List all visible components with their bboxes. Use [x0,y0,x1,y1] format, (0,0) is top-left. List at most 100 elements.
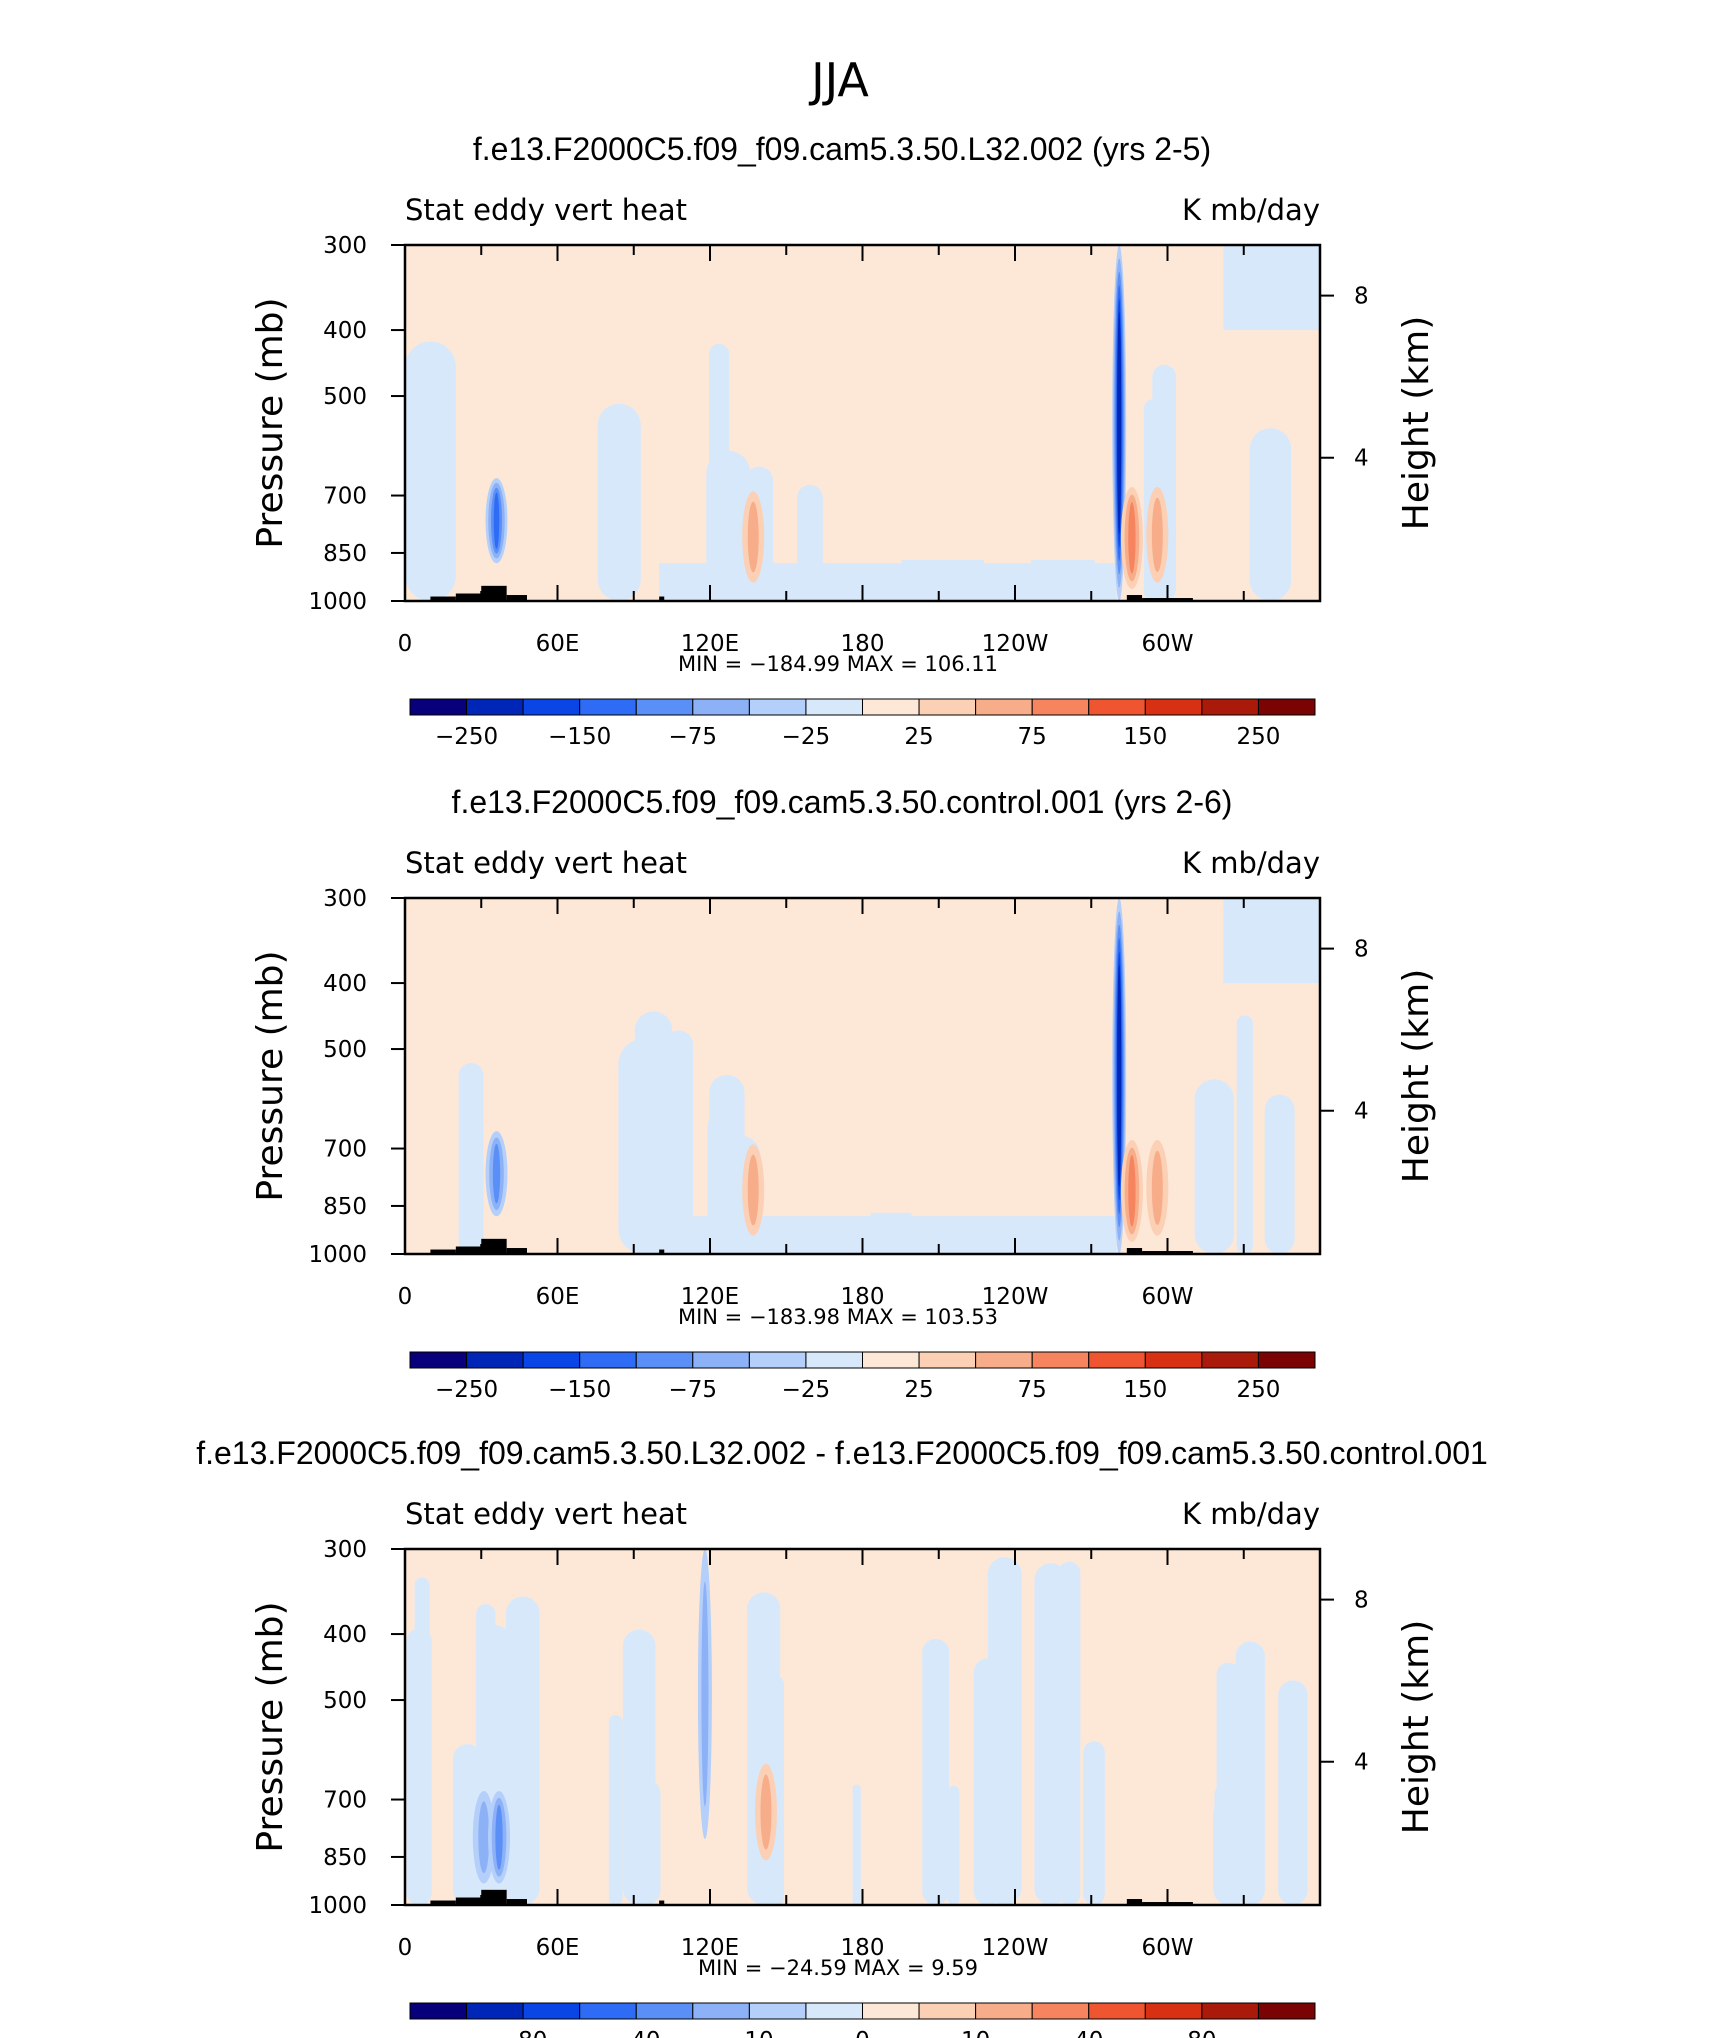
stat-max: 106.11 [925,652,998,676]
colorbar-swatch [918,2002,977,2020]
y-axis-label: Pressure (mb) [250,950,291,1201]
colorbar-swatch [1257,1351,1316,1369]
colorbar-swatch [1031,1351,1090,1369]
negative-band [852,1784,861,1905]
y-tick-label: 300 [323,886,367,912]
negative-region [659,1216,1117,1254]
colorbar-label: 75 [1018,1377,1047,1403]
x-tick-label: 0 [398,1284,413,1310]
y-tick-label: 400 [323,1622,367,1648]
colorbar-swatch [409,2002,468,2020]
colorbar-swatch [522,1351,581,1369]
y-axis-right-label: Height (km) [1396,316,1437,530]
negative-core [493,492,500,549]
negative-band [406,1628,432,1905]
negative-band [1264,1094,1295,1254]
stats-line: MIN = −184.99 MAX = 106.11 [678,652,998,676]
stat-max-label: MAX [847,652,894,676]
y-tick-right-label: 4 [1354,1099,1369,1125]
y-axis-right-label: Height (km) [1396,1620,1437,1834]
y-tick-right-label: 4 [1354,446,1369,472]
y-tick-label: 300 [323,1537,367,1563]
negative-band [922,1638,950,1905]
colorbar-label: −25 [782,724,831,750]
colorbar-label: 25 [904,724,933,750]
negative-band [1034,1563,1068,1905]
negative-region [1223,245,1320,331]
colorbar-label: 40 [1074,2028,1103,2038]
topography [430,1900,456,1905]
colorbar-swatch [1088,698,1146,716]
topography [481,585,507,601]
colorbar-label: 75 [1018,724,1047,750]
negative-band [1083,1741,1105,1905]
x-tick-label: 60W [1141,631,1193,657]
negative-band [458,1063,484,1254]
x-tick-label: 60E [536,1935,580,1961]
topography [455,593,482,601]
stat-min-label: MIN [698,1956,738,1980]
y-tick-label: 500 [323,384,367,410]
negative-band [1207,1116,1227,1254]
negative-band [634,1011,673,1254]
topography [430,1249,456,1254]
topography [659,1900,665,1905]
stat-min: −184.99 [749,652,840,676]
colorbar-swatch [748,2002,807,2020]
x-tick-label: 180 [841,631,885,657]
positive-region [837,898,1104,1213]
negative-band [597,403,641,601]
units-label: K mb/day [1182,1497,1320,1531]
colorbar-swatch [862,2002,920,2020]
positive-core [747,501,759,573]
topography [455,1897,482,1905]
x-tick-label: 60W [1141,1284,1193,1310]
negative-band [608,1714,623,1905]
colorbar-swatch [692,698,750,716]
y-tick-label: 1000 [308,1242,367,1268]
chart-panel-3: f.e13.F2000C5.f09_f09.cam5.3.50.L32.002 … [196,1435,1488,2038]
colorbar-label: 0 [855,2028,870,2038]
stat-separator [840,652,847,676]
topography [659,1249,665,1254]
y-tick-label: 500 [323,1037,367,1063]
colorbar-label: −80 [499,2028,548,2038]
topography [1126,1899,1143,1905]
topography [1126,595,1143,601]
negative-core [701,1581,709,1807]
colorbar-swatch [918,1351,977,1369]
y-tick-right-label: 4 [1354,1750,1369,1776]
negative-core [1117,311,1122,535]
x-tick-label: 0 [398,631,413,657]
units-label: K mb/day [1182,193,1320,227]
colorbar-swatch [635,1351,694,1369]
colorbar-swatch [466,698,524,716]
y-tick-label: 1000 [308,589,367,615]
stat-separator: = [738,1956,769,1980]
colorbar-swatch [1201,2002,1259,2020]
topography [506,595,527,601]
colorbar-label: 250 [1236,1377,1280,1403]
colorbar-label: −150 [548,1377,611,1403]
negative-core [492,1143,501,1204]
colorbar-swatch [975,1351,1033,1369]
x-tick-label: 180 [841,1284,885,1310]
topography [430,596,456,601]
negative-band [405,341,456,601]
variable-label: Stat eddy vert heat [405,1497,687,1531]
colorbar-swatch [1031,698,1090,716]
stat-separator: = [718,652,749,676]
y-axis-label: Pressure (mb) [250,297,291,548]
colorbar-swatch [1144,1351,1203,1369]
y-tick-label: 850 [323,1194,367,1220]
x-tick-label: 180 [841,1935,885,1961]
colorbar-swatch [635,698,694,716]
x-tick-label: 120E [681,1284,739,1310]
negative-band [1278,1680,1308,1905]
chart-panel-2: f.e13.F2000C5.f09_f09.cam5.3.50.control.… [250,784,1437,1403]
colorbar-swatch [805,2002,863,2020]
colorbar-label: 80 [1187,2028,1216,2038]
x-tick-label: 120E [681,1935,739,1961]
colorbar-swatch [1144,2002,1203,2020]
